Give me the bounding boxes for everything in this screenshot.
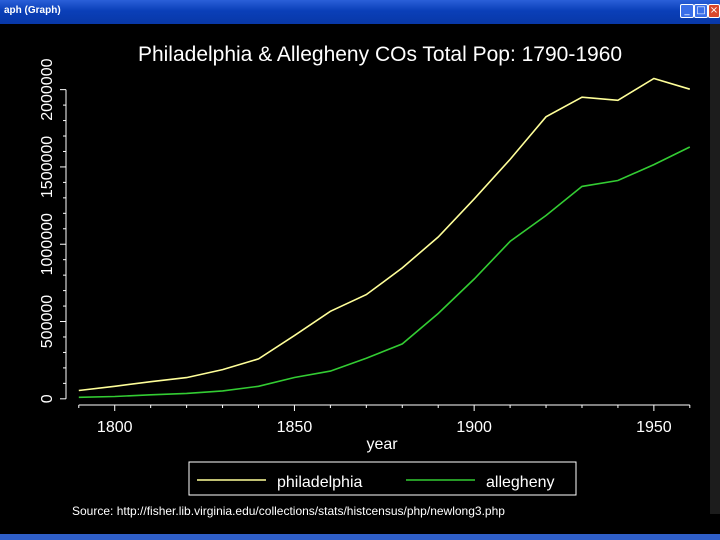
x-tick-label: 1900 xyxy=(456,419,492,436)
close-icon[interactable]: × xyxy=(708,4,720,18)
y-tick-label: 2000000 xyxy=(39,58,56,120)
window-title-bar: aph (Graph) _ □ × xyxy=(0,0,720,24)
population-chart: Philadelphia & Allegheny COs Total Pop: … xyxy=(39,43,698,496)
minimize-icon[interactable]: _ xyxy=(680,4,694,18)
source-note: Source: http://fisher.lib.virginia.edu/c… xyxy=(72,504,505,518)
y-tick-label: 1500000 xyxy=(39,136,56,198)
legend-box xyxy=(188,461,577,496)
x-axis-label: year xyxy=(366,436,398,453)
x-tick-label: 1800 xyxy=(97,419,133,436)
maximize-icon[interactable]: □ xyxy=(694,4,708,18)
chart-title: Philadelphia & Allegheny COs Total Pop: … xyxy=(138,43,622,66)
y-tick-label: 500000 xyxy=(39,295,56,348)
taskbar-strip xyxy=(0,534,720,540)
x-tick-label: 1950 xyxy=(636,419,672,436)
window-border xyxy=(710,24,720,514)
x-tick-label: 1850 xyxy=(277,419,313,436)
y-tick-label: 0 xyxy=(39,394,56,403)
window-title: aph (Graph) xyxy=(4,5,61,16)
graph-canvas: Philadelphia & Allegheny COs Total Pop: … xyxy=(0,24,710,534)
plot-frame xyxy=(67,67,698,406)
legend: philadelphia allegheny xyxy=(188,461,577,496)
legend-label-allegheny: allegheny xyxy=(486,474,555,491)
y-tick-label: 1000000 xyxy=(39,213,56,275)
series-line-allegheny xyxy=(78,146,691,399)
series-line-philadelphia xyxy=(78,77,691,392)
legend-label-philadelphia: philadelphia xyxy=(277,474,363,491)
